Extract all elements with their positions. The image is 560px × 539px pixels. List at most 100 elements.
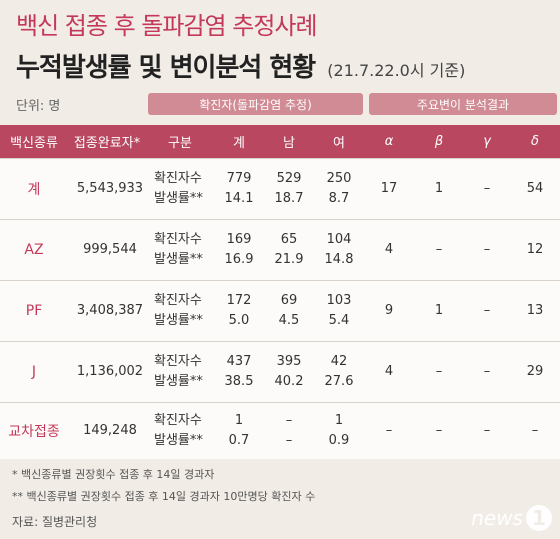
band-variants: 주요변이 분석결과 xyxy=(369,93,557,115)
alpha-cell: 9 xyxy=(364,279,414,341)
male-cell: 529 18.7 xyxy=(264,157,314,219)
column-header: 백신종류 xyxy=(0,125,68,158)
total-cell: 172 5.0 xyxy=(214,279,264,341)
total-cell: 169 16.9 xyxy=(214,218,264,280)
female-cell-value: 42 xyxy=(330,353,348,369)
male-cell-value: 529 xyxy=(276,170,302,186)
gamma-cell: – xyxy=(464,157,510,219)
female-cell: 103 5.4 xyxy=(314,279,364,341)
male-cell-value: – xyxy=(285,412,293,428)
column-header: β xyxy=(414,125,464,158)
category-label-cell: 확진자수 발생률** xyxy=(146,340,214,402)
total-cell-value: 5.0 xyxy=(228,312,250,328)
female-cell: 104 14.8 xyxy=(314,218,364,280)
footnote-2: ** 백신종류별 권장횟수 접종 후 14일 경과자 10만명당 확진자 수 xyxy=(12,490,316,503)
title-line2: 누적발생률 및 변이분석 현황 (21.7.22.0시 기준) xyxy=(16,47,465,84)
male-cell-value: 18.7 xyxy=(274,190,304,206)
female-cell-value: 0.9 xyxy=(328,432,350,448)
female-cell: 250 8.7 xyxy=(314,157,364,219)
column-header: 접종완료자* xyxy=(68,125,146,158)
beta-cell: – xyxy=(414,401,464,459)
alpha-cell: 17 xyxy=(364,157,414,219)
total-cell-value: 437 xyxy=(226,353,252,369)
category-label-cell-value: 확진자수 xyxy=(154,170,202,186)
total-cell-value: 16.9 xyxy=(224,251,254,267)
female-cell-value: 27.6 xyxy=(324,373,354,389)
female-cell-value: 5.4 xyxy=(328,312,350,328)
completed-count-cell: 999,544 xyxy=(68,218,146,280)
delta-cell: 54 xyxy=(510,157,560,219)
column-header: 계 xyxy=(214,125,264,158)
date-note: (21.7.22.0시 기준) xyxy=(327,61,466,80)
female-cell-value: 104 xyxy=(326,231,352,247)
male-cell-value: 395 xyxy=(276,353,302,369)
vaccine-type-cell: J xyxy=(0,340,68,402)
table-row: 계 5,543,933 확진자수 발생률** 779 14.1 529 18.7 250 8.7 1… xyxy=(0,157,560,219)
title-line1: 백신 접종 후 돌파감염 추정사례 xyxy=(16,12,318,40)
delta-cell: 13 xyxy=(510,279,560,341)
source-note: 자료: 질병관리청 xyxy=(12,515,98,529)
completed-count-cell: 1,136,002 xyxy=(68,340,146,402)
male-cell-value: – xyxy=(285,432,293,448)
alpha-cell: 4 xyxy=(364,218,414,280)
total-cell-value: 1 xyxy=(234,412,244,428)
male-cell-value: 65 xyxy=(280,231,298,247)
table-row: PF 3,408,387 확진자수 발생률** 172 5.0 69 4.5 103 5.4 9 1–… xyxy=(0,279,560,341)
female-cell-value: 1 xyxy=(334,412,344,428)
female-cell-value: 8.7 xyxy=(328,190,350,206)
column-header: 구분 xyxy=(146,125,214,158)
female-cell: 42 27.6 xyxy=(314,340,364,402)
male-cell: 69 4.5 xyxy=(264,279,314,341)
logo-text: news xyxy=(471,506,523,530)
alpha-cell: – xyxy=(364,401,414,459)
total-cell-value: 0.7 xyxy=(228,432,250,448)
total-cell-value: 14.1 xyxy=(224,190,254,206)
table-row: AZ 999,544 확진자수 발생률** 169 16.9 65 21.9 104 14.8 4–… xyxy=(0,218,560,280)
total-cell: 437 38.5 xyxy=(214,340,264,402)
completed-count-cell: 149,248 xyxy=(68,401,146,459)
male-cell-value: 69 xyxy=(280,292,298,308)
vaccine-type-cell: AZ xyxy=(0,218,68,280)
header-row: 백신종류 접종완료자* 구분 계 남 여 α β γ δ xyxy=(0,125,560,158)
delta-cell: 12 xyxy=(510,218,560,280)
vaccine-type-cell: 계 xyxy=(0,157,68,219)
news1-logo: news 1 xyxy=(471,505,552,531)
total-cell: 1 0.7 xyxy=(214,401,264,459)
male-cell: – – xyxy=(264,401,314,459)
gamma-cell: – xyxy=(464,218,510,280)
logo-mark: 1 xyxy=(526,505,552,531)
unit-label: 단위: 명 xyxy=(16,99,61,114)
beta-cell: 1 xyxy=(414,279,464,341)
beta-cell: 1 xyxy=(414,157,464,219)
gamma-cell: – xyxy=(464,401,510,459)
category-label-cell-value: 발생률** xyxy=(154,190,203,206)
column-header: α xyxy=(364,125,414,158)
table-row: J 1,136,002 확진자수 발생률** 437 38.5 395 40.2 42 27.6 4… xyxy=(0,340,560,402)
data-table: 백신종류 접종완료자* 구분 계 남 여 α β γ δ 계 5,543,933 확진자수 발생률** 7… xyxy=(0,125,560,459)
gamma-cell: – xyxy=(464,340,510,402)
category-label-cell-value: 발생률** xyxy=(154,373,203,389)
male-cell-value: 40.2 xyxy=(274,373,304,389)
delta-cell: – xyxy=(510,401,560,459)
category-label-cell: 확진자수 발생률** xyxy=(146,401,214,459)
band-confirmed: 확진자(돌파감염 추정) xyxy=(148,93,363,115)
category-label-cell: 확진자수 발생률** xyxy=(146,279,214,341)
table-row: 교차접종 149,248 확진자수 발생률** 1 0.7– –1 0.9– – – – xyxy=(0,401,560,459)
vaccine-type-cell: 교차접종 xyxy=(0,401,68,459)
category-label-cell-value: 발생률** xyxy=(154,432,203,448)
total-cell: 779 14.1 xyxy=(214,157,264,219)
title-main: 누적발생률 및 변이분석 현황 xyxy=(16,53,316,83)
column-header: 남 xyxy=(264,125,314,158)
column-header: δ xyxy=(510,125,560,158)
female-cell-value: 14.8 xyxy=(324,251,354,267)
delta-cell: 29 xyxy=(510,340,560,402)
category-label-cell-value: 확진자수 xyxy=(154,292,202,308)
male-cell: 65 21.9 xyxy=(264,218,314,280)
total-cell-value: 172 xyxy=(226,292,252,308)
female-cell-value: 103 xyxy=(326,292,352,308)
column-header: γ xyxy=(464,125,510,158)
gamma-cell: – xyxy=(464,279,510,341)
beta-cell: – xyxy=(414,340,464,402)
female-cell-value: 250 xyxy=(326,170,352,186)
